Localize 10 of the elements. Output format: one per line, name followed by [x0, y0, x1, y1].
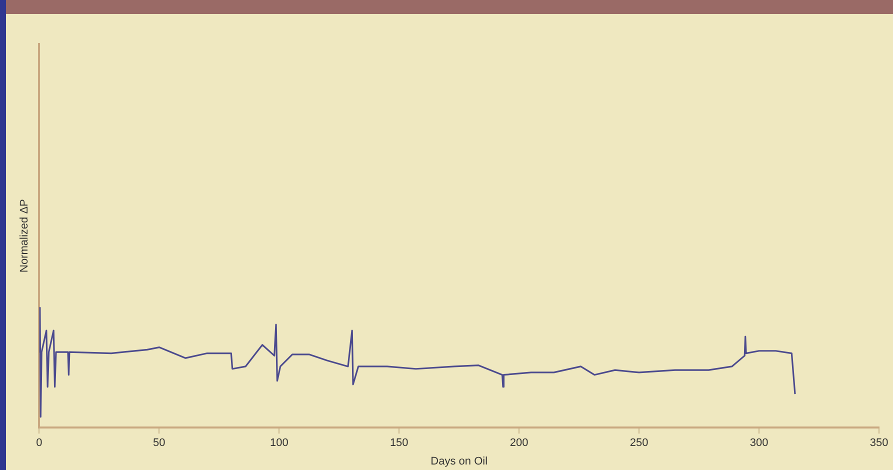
x-tick-label: 300 — [750, 437, 768, 450]
y-axis-title: Normalized ΔP — [18, 199, 31, 272]
x-tick-label: 50 — [153, 437, 166, 450]
x-tick-label: 250 — [630, 437, 648, 450]
x-tick-label: 150 — [390, 437, 408, 450]
x-tick-label: 100 — [270, 437, 288, 450]
x-tick-label: 200 — [510, 437, 528, 450]
x-tick-label: 350 — [870, 437, 888, 450]
x-tick-label: 0 — [36, 437, 42, 450]
x-axis-title: Days on Oil — [430, 455, 488, 468]
